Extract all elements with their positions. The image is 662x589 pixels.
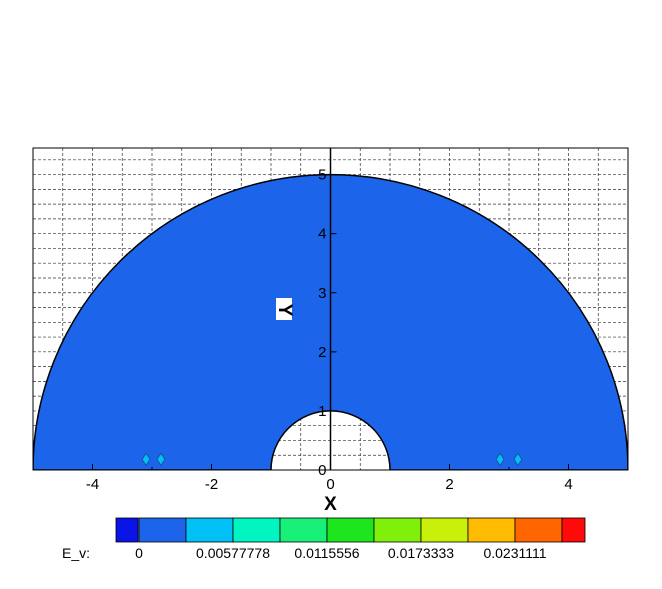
legend-swatch [561,517,586,543]
legend-swatch [373,517,422,543]
x-tick-label: 0 [326,476,334,493]
feature-marker [141,452,151,467]
x-tick-label: -2 [205,476,218,493]
x-tick-label: 2 [445,476,453,493]
feature-marker [513,452,523,467]
feature-markers [141,452,523,467]
legend-tick-label: 0.0231111 [483,545,546,561]
y-tick-label: 5 [318,167,326,184]
legend-title: E_v: [62,545,90,561]
legend-swatch [514,517,563,543]
y-axis-title: Y [274,304,295,317]
legend-swatch [279,517,328,543]
x-tick-label: 4 [564,476,572,493]
legend-swatch [115,517,139,543]
y-axis-title-box [276,298,292,320]
legend-tick-label: 0.0115556 [294,545,359,561]
y-tick-label: 4 [318,226,326,243]
legend-tick-label: 0 [135,545,143,561]
legend: E_v: 0 0.00577778 0.0115556 0.0173333 0.02311… [62,517,586,561]
y-tick-label: 1 [318,403,326,420]
legend-tick-label: 0.0173333 [388,545,454,561]
legend-swatch [420,517,469,543]
y-tick-label: 2 [318,344,326,361]
y-tick-label: 0 [318,462,326,479]
feature-marker [495,452,505,467]
feature-marker [156,452,166,467]
legend-swatch [138,517,187,543]
legend-swatch [326,517,375,543]
y-tick-label: 3 [318,285,326,302]
legend-swatch [232,517,281,543]
x-tick-label: -4 [86,476,99,493]
legend-swatch [467,517,516,543]
legend-tick-label: 0.00577778 [196,545,270,561]
legend-swatch [185,517,234,543]
x-axis-title: X [324,494,337,515]
axes: 0 1 2 3 4 5 -4 -2 0 2 4 X Y [32,148,629,515]
